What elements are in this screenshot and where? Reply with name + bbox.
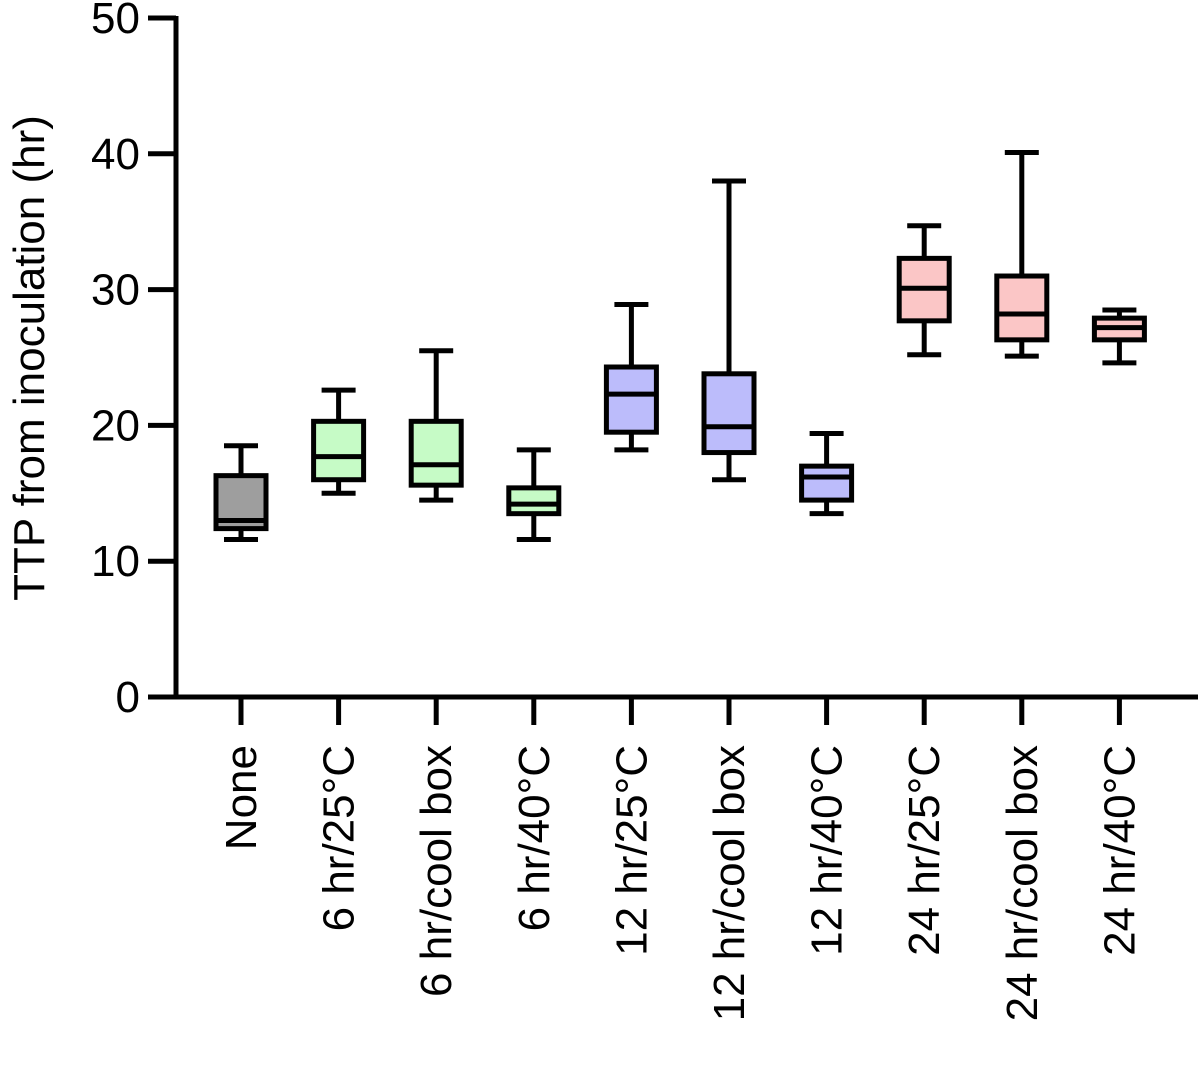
x-tick-label-2: 6 hr/cool box	[412, 745, 461, 997]
y-tick-label-30: 30	[91, 266, 140, 315]
x-tick-label-1: 6 hr/25°C	[315, 745, 364, 931]
box-group-8	[994, 149, 1050, 359]
iqr-box	[994, 273, 1050, 343]
box-group-4	[603, 302, 659, 453]
y-tick-label-50: 50	[91, 0, 140, 43]
x-tick-label-6: 12 hr/40°C	[803, 745, 852, 956]
box-group-9	[1091, 307, 1147, 366]
box-group-7	[896, 223, 952, 358]
x-tick-label-8: 24 hr/cool box	[998, 745, 1047, 1021]
boxes	[213, 149, 1147, 542]
x-tick-label-3: 6 hr/40°C	[510, 745, 559, 931]
iqr-box	[799, 463, 855, 503]
iqr-box	[408, 418, 464, 488]
box-group-0	[213, 443, 269, 542]
x-tick-label-7: 24 hr/25°C	[900, 745, 949, 956]
iqr-box	[603, 364, 659, 435]
y-axis: 0 10 20 30 40 50	[91, 0, 179, 722]
x-axis: None 6 hr/25°C 6 hr/cool box 6 hr/40°C 12 hr…	[174, 694, 1198, 1021]
y-tick-label-20: 20	[91, 401, 140, 450]
iqr-box	[701, 371, 757, 456]
box-group-2	[408, 348, 464, 503]
box-group-5	[701, 178, 757, 483]
y-tick-label-10: 10	[91, 537, 140, 586]
x-tick-label-0: None	[217, 745, 266, 850]
box-group-6	[799, 431, 855, 517]
y-axis-title: TTP from inoculation (hr)	[5, 115, 54, 601]
x-tick-label-4: 12 hr/25°C	[607, 745, 656, 956]
y-tick-label-40: 40	[91, 130, 140, 179]
iqr-box	[311, 418, 367, 483]
box-group-3	[506, 447, 562, 542]
y-tick-label-0: 0	[116, 673, 140, 722]
x-tick-label-5: 12 hr/cool box	[705, 745, 754, 1021]
box-group-1	[311, 387, 367, 496]
iqr-box	[506, 485, 562, 517]
x-tick-label-9: 24 hr/40°C	[1095, 745, 1144, 956]
